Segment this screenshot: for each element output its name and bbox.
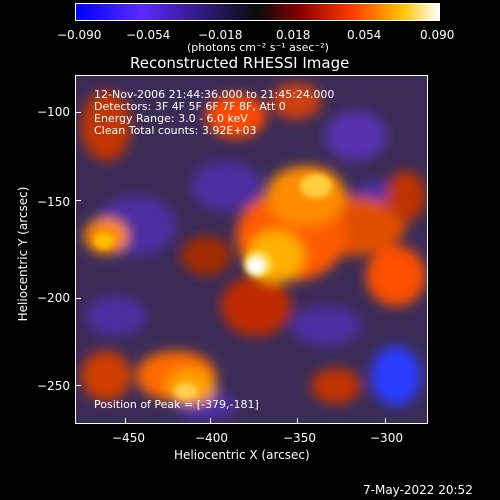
y-tick-label: −250 — [37, 379, 70, 393]
colorbar-units: (photons cm⁻² s⁻¹ asec⁻²) — [187, 41, 329, 54]
colorbar-tick-1: −0.090 — [57, 28, 102, 42]
x-tick-label: −450 — [112, 431, 145, 445]
y-axis-label: Heliocentric Y (arcsec) — [16, 186, 30, 322]
x-tick-label: −400 — [195, 431, 228, 445]
y-tick-label: −100 — [37, 105, 70, 119]
solar-image — [75, 75, 428, 424]
x-tick-label: −350 — [283, 431, 316, 445]
y-tick-label: −200 — [37, 291, 70, 305]
colorbar-tick-4: 0.018 — [276, 28, 311, 42]
info-clean-counts: Clean Total counts: 3.92E+03 — [94, 124, 257, 137]
footer-date: 7-May-2022 20:52 — [363, 483, 473, 497]
y-tick-label: −150 — [37, 195, 70, 209]
info-energy-range: Energy Range: 3.0 - 6.0 keV — [94, 112, 248, 125]
x-tick-label: −300 — [370, 431, 403, 445]
colorbar — [75, 3, 440, 21]
plot-title: Reconstructed RHESSI Image — [130, 54, 350, 72]
image-svg — [76, 76, 427, 423]
colorbar-tick-5: 0.054 — [347, 28, 382, 42]
peak-position: Position of Peak = [-379,-181] — [94, 398, 259, 411]
info-detectors: Detectors: 3F 4F 5F 6F 7F 8F, Att 0 — [94, 100, 286, 113]
x-axis-label: Heliocentric X (arcsec) — [174, 448, 310, 462]
colorbar-tick-3: −0.018 — [198, 28, 243, 42]
info-time-range: 12-Nov-2006 21:44:36.000 to 21:45:24.000 — [94, 88, 335, 101]
colorbar-tick-6: 0.090 — [420, 28, 455, 42]
colorbar-tick-2: −0.054 — [126, 28, 171, 42]
